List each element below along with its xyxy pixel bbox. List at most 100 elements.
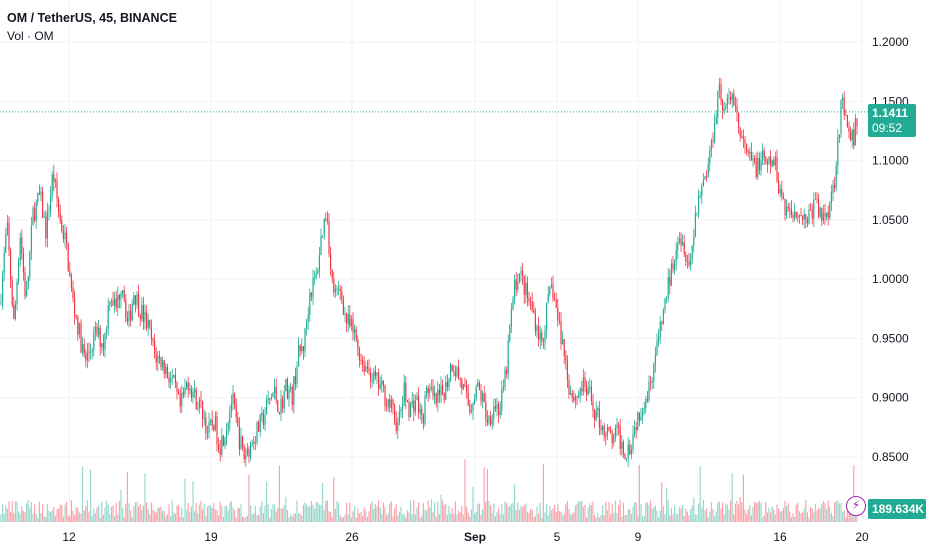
volume-bar bbox=[771, 506, 773, 522]
price-axis[interactable]: 1.20001.15001.10001.05001.00000.95000.90… bbox=[872, 35, 909, 464]
time-axis[interactable]: 12 19 26 Sep 5 9 16 20 bbox=[62, 530, 869, 544]
candle-body bbox=[605, 436, 607, 438]
volume-bar bbox=[701, 507, 703, 522]
candle-body bbox=[48, 211, 50, 213]
volume-bar bbox=[766, 512, 768, 522]
candle-body bbox=[262, 412, 264, 425]
candle-body bbox=[803, 214, 805, 220]
volume-bar bbox=[821, 504, 823, 522]
candle-body bbox=[501, 389, 503, 411]
volume-bar bbox=[179, 517, 181, 522]
candle-body bbox=[189, 388, 191, 391]
candle-body bbox=[254, 442, 256, 444]
volume-bar bbox=[462, 514, 464, 522]
candle-body bbox=[459, 378, 461, 380]
candle-body bbox=[157, 356, 159, 363]
volume-bar bbox=[763, 515, 765, 522]
volume-bar bbox=[32, 513, 34, 522]
volume-bar bbox=[613, 512, 615, 522]
candle-body bbox=[610, 430, 612, 434]
volume-bar bbox=[421, 515, 423, 522]
volume-bar bbox=[355, 517, 357, 522]
volume-bar bbox=[746, 514, 748, 522]
volume-bar bbox=[117, 514, 119, 522]
volume-bar bbox=[464, 459, 466, 522]
candle-body bbox=[722, 100, 724, 111]
candle-body bbox=[651, 381, 653, 383]
volume-bar bbox=[840, 503, 842, 522]
volume-bar bbox=[674, 505, 676, 522]
volume-bar bbox=[597, 512, 599, 522]
candle-body bbox=[222, 435, 224, 446]
volume-indicator-title[interactable]: Vol · OM bbox=[7, 29, 54, 43]
candle-body bbox=[139, 315, 141, 320]
candle-body bbox=[709, 149, 711, 164]
volume-bar bbox=[830, 512, 832, 522]
candle-body bbox=[69, 270, 71, 276]
volume-bar bbox=[794, 516, 796, 522]
volume-bar bbox=[643, 515, 645, 522]
volume-bar bbox=[541, 517, 543, 522]
volume-bar bbox=[624, 514, 626, 522]
candle-body bbox=[690, 259, 692, 266]
volume-bar bbox=[694, 514, 696, 522]
candle-body bbox=[509, 325, 511, 341]
candle-body bbox=[824, 212, 826, 217]
candle-body bbox=[115, 298, 117, 308]
volume-bar bbox=[806, 512, 808, 522]
volume-bar bbox=[21, 506, 23, 522]
candle-body bbox=[149, 320, 151, 328]
volume-bar bbox=[362, 516, 364, 522]
candle-body bbox=[800, 215, 802, 217]
candle-body bbox=[152, 339, 154, 342]
candle-body bbox=[174, 374, 176, 383]
candle-body bbox=[806, 219, 808, 224]
candle-body bbox=[2, 273, 4, 303]
volume-bar bbox=[107, 504, 109, 522]
volume-bar bbox=[323, 509, 325, 522]
candle-body bbox=[282, 398, 284, 409]
candle-body bbox=[51, 174, 53, 195]
candle-body bbox=[504, 369, 506, 388]
volume-bar bbox=[360, 512, 362, 522]
volume-bar bbox=[390, 501, 392, 522]
candle-body bbox=[534, 312, 536, 332]
volume-bar bbox=[344, 514, 346, 522]
candle-body bbox=[8, 222, 10, 251]
volume-bar bbox=[558, 511, 560, 522]
volume-bar bbox=[829, 506, 831, 522]
candle-body bbox=[606, 427, 608, 437]
candle-body bbox=[46, 212, 48, 239]
volume-bar bbox=[626, 515, 628, 522]
volume-bar bbox=[354, 506, 356, 522]
candle-body bbox=[542, 341, 544, 343]
volume-bar bbox=[75, 507, 77, 522]
volume-bar bbox=[842, 511, 844, 522]
volume-bar bbox=[478, 503, 480, 522]
candle-body bbox=[522, 270, 524, 277]
candle-body bbox=[178, 391, 180, 395]
volume-bar bbox=[490, 505, 492, 522]
candle-body bbox=[331, 269, 333, 279]
volume-bar bbox=[3, 513, 5, 522]
candle-body bbox=[267, 398, 269, 401]
volume-bar bbox=[318, 504, 320, 522]
lightning-icon[interactable]: ⚡ bbox=[846, 496, 866, 516]
candle-body bbox=[672, 263, 674, 270]
candle-body bbox=[323, 218, 325, 236]
candle-body bbox=[656, 341, 658, 355]
candle-body bbox=[445, 381, 447, 400]
candle-body bbox=[413, 400, 415, 412]
volume-bar bbox=[507, 506, 509, 522]
candle-body bbox=[83, 344, 85, 355]
volume-bar bbox=[504, 501, 506, 522]
candle-body bbox=[648, 381, 650, 401]
candle-body bbox=[120, 293, 122, 300]
volume-bar bbox=[466, 506, 468, 522]
symbol-title[interactable]: OM / TetherUS, 45, BINANCE bbox=[7, 11, 177, 25]
volume-bar bbox=[206, 506, 208, 522]
candle-body bbox=[251, 442, 253, 443]
candle-body bbox=[317, 271, 319, 274]
volume-bar bbox=[554, 504, 556, 522]
